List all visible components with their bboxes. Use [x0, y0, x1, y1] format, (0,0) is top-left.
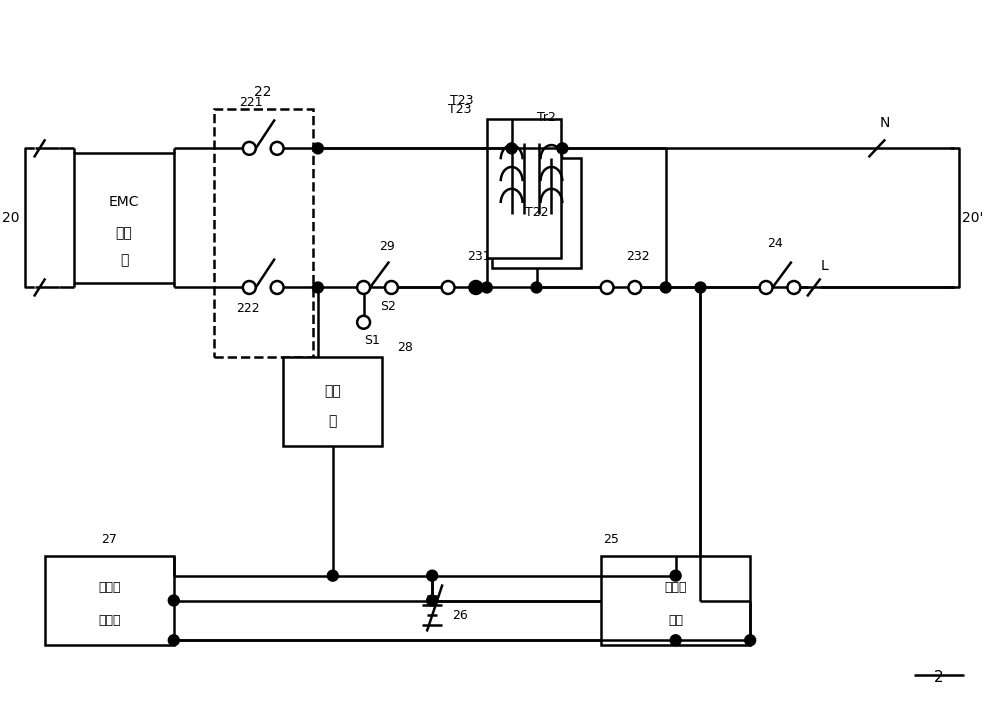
Circle shape	[557, 143, 568, 154]
Circle shape	[312, 282, 323, 293]
Circle shape	[427, 595, 438, 606]
Circle shape	[168, 635, 179, 646]
Text: T23: T23	[450, 94, 474, 107]
Circle shape	[271, 281, 284, 294]
Text: 29: 29	[379, 240, 395, 253]
Bar	[214, 108, 313, 357]
Text: 22: 22	[254, 84, 272, 99]
Circle shape	[385, 281, 398, 294]
Circle shape	[506, 143, 517, 154]
Bar	[74, 153, 174, 283]
Circle shape	[787, 281, 800, 294]
Text: 20: 20	[2, 211, 20, 225]
Text: 221: 221	[239, 95, 263, 108]
Text: 222: 222	[237, 302, 260, 316]
Circle shape	[357, 316, 370, 329]
Text: 电系统: 电系统	[98, 614, 120, 627]
Circle shape	[243, 142, 256, 155]
Text: 器: 器	[329, 414, 337, 428]
Text: N: N	[879, 116, 890, 130]
Text: EMC: EMC	[109, 196, 139, 209]
Text: 26: 26	[452, 609, 468, 622]
Circle shape	[327, 570, 338, 581]
Bar	[601, 556, 750, 646]
Circle shape	[469, 281, 482, 294]
Text: T23: T23	[448, 103, 472, 116]
Text: 232: 232	[626, 249, 650, 262]
Text: 滤波: 滤波	[116, 226, 132, 241]
Text: 25: 25	[603, 533, 619, 546]
Text: Tr2: Tr2	[537, 111, 555, 124]
Text: 充电: 充电	[324, 384, 341, 398]
Text: L: L	[821, 259, 829, 273]
Circle shape	[442, 281, 455, 294]
Text: 换器: 换器	[668, 614, 683, 627]
Circle shape	[470, 282, 481, 293]
Circle shape	[601, 281, 614, 294]
Circle shape	[531, 282, 542, 293]
Circle shape	[168, 595, 179, 606]
Text: 24: 24	[767, 237, 783, 249]
Text: 辅助供: 辅助供	[98, 581, 120, 594]
Text: 27: 27	[101, 533, 117, 546]
Text: T22: T22	[525, 206, 548, 220]
Text: 20': 20'	[962, 211, 983, 225]
Circle shape	[481, 282, 492, 293]
Circle shape	[271, 142, 284, 155]
Circle shape	[357, 281, 370, 294]
Circle shape	[628, 281, 641, 294]
Bar	[487, 119, 561, 257]
Text: 28: 28	[397, 341, 413, 354]
Text: 231: 231	[467, 249, 491, 262]
Text: 器: 器	[120, 254, 128, 268]
Circle shape	[745, 635, 756, 646]
Circle shape	[695, 282, 706, 293]
Circle shape	[760, 281, 773, 294]
Bar	[492, 158, 581, 268]
Circle shape	[312, 143, 323, 154]
Text: 2: 2	[934, 670, 944, 685]
Bar	[283, 357, 382, 446]
Text: S1: S1	[365, 334, 380, 348]
Circle shape	[660, 282, 671, 293]
Bar	[45, 556, 174, 646]
Text: 双向变: 双向变	[664, 581, 687, 594]
Circle shape	[243, 281, 256, 294]
Circle shape	[427, 570, 438, 581]
Text: S2: S2	[380, 300, 396, 313]
Circle shape	[670, 570, 681, 581]
Circle shape	[670, 635, 681, 646]
